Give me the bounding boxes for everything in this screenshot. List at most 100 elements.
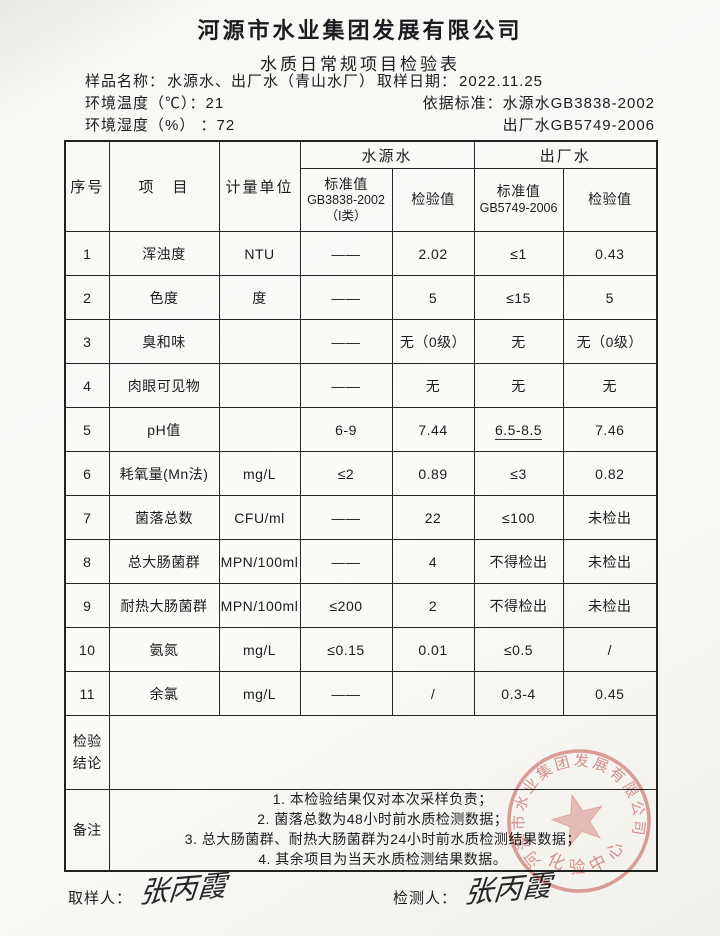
cell-seq: 7 bbox=[64, 495, 110, 540]
cell-factory-checked: 5 bbox=[562, 275, 658, 320]
cell-item: 余氯 bbox=[108, 671, 220, 716]
col-header-source-checked: 检验值 bbox=[391, 168, 475, 232]
table-row: 2 色度 度 —— 5 ≤15 5 bbox=[64, 275, 658, 320]
cell-unit: MPN/100ml bbox=[218, 583, 301, 628]
standard-factory-value: 出厂水GB5749-2006 bbox=[502, 117, 655, 134]
cell-source-standard: —— bbox=[299, 275, 393, 320]
cell-item: 总大肠菌群 bbox=[108, 539, 220, 584]
col-header-factory-standard: 标准值 GB5749-2006 bbox=[473, 168, 564, 232]
cell-source-checked: 22 bbox=[391, 495, 475, 540]
cell-unit bbox=[218, 319, 301, 364]
table-row: 7 菌落总数 CFU/ml —— 22 ≤100 未检出 bbox=[64, 495, 658, 540]
cell-seq: 2 bbox=[64, 275, 110, 320]
sampler-label: 取样人： bbox=[68, 890, 133, 907]
table-row: 8 总大肠菌群 MPN/100ml —— 4 不得检出 未检出 bbox=[64, 539, 658, 584]
cell-factory-standard: 不得检出 bbox=[473, 583, 564, 628]
cell-seq: 4 bbox=[64, 363, 110, 408]
temperature-label: 环境温度（℃）： bbox=[85, 95, 206, 112]
signature-section: 取样人： 张丙霞 检测人： 张丙霞 bbox=[68, 864, 668, 924]
cell-source-checked: 无 bbox=[391, 363, 475, 408]
seal-department-text: 化验中心 bbox=[541, 829, 638, 888]
col-header-seq: 序号 bbox=[64, 140, 110, 232]
temperature-group: 环境温度（℃）：21 bbox=[85, 93, 224, 115]
cell-unit bbox=[218, 363, 301, 408]
results-body: 1 浑浊度 NTU —— 2.02 ≤1 0.43 2 色度 度 —— 5 ≤1… bbox=[64, 231, 658, 716]
cell-source-checked: 5 bbox=[391, 275, 475, 320]
cell-factory-checked: 0.82 bbox=[562, 451, 658, 496]
table-row: 11 余氯 mg/L —— / 0.3-4 0.45 bbox=[64, 671, 658, 716]
seal-ring bbox=[507, 749, 651, 893]
meta-line-temperature: 环境温度（℃）：21 依据标准：水源水GB3838-2002 bbox=[85, 93, 655, 115]
cell-seq: 5 bbox=[64, 407, 110, 452]
sample-name-value: 水源水、出厂水（青山水厂） bbox=[167, 73, 376, 90]
cell-seq: 10 bbox=[64, 627, 110, 672]
standard-group: 依据标准：水源水GB3838-2002 bbox=[423, 93, 655, 115]
company-title: 河源市水业集团发展有限公司 bbox=[197, 18, 523, 43]
cell-item: 色度 bbox=[108, 275, 220, 320]
seal-star-icon bbox=[550, 793, 603, 848]
cell-item: 耐热大肠菌群 bbox=[108, 583, 220, 628]
cell-factory-checked: 7.46 bbox=[562, 407, 658, 452]
table-row: 1 浑浊度 NTU —— 2.02 ≤1 0.43 bbox=[64, 231, 658, 276]
svg-text:化验中心: 化验中心 bbox=[541, 829, 638, 888]
group-header-source-water: 水源水 bbox=[299, 140, 475, 169]
cell-item: 肉眼可见物 bbox=[108, 363, 220, 408]
cell-source-standard: 6-9 bbox=[299, 407, 393, 452]
conclusion-label-line1: 检验 bbox=[72, 732, 102, 749]
standard-label: 依据标准： bbox=[422, 95, 503, 112]
cell-seq: 3 bbox=[64, 319, 110, 364]
cell-source-standard: —— bbox=[299, 231, 393, 276]
cell-factory-standard: 无 bbox=[473, 363, 564, 408]
cell-factory-checked: / bbox=[562, 627, 658, 672]
cell-source-standard: —— bbox=[299, 495, 393, 540]
col-header-item: 项 目 bbox=[108, 140, 220, 232]
humidity-label: 环境湿度（%） ： bbox=[85, 117, 217, 134]
cell-unit: mg/L bbox=[218, 627, 301, 672]
cell-factory-standard: ≤100 bbox=[473, 495, 564, 540]
cell-unit: mg/L bbox=[218, 671, 301, 716]
cell-factory-standard: ≤3 bbox=[473, 451, 564, 496]
cell-unit bbox=[218, 407, 301, 452]
remark-line: 3. 总大肠菌群、耐热大肠菌群为24小时前水质检测结果数据； bbox=[184, 830, 581, 847]
factory-standard-code: GB5749-2006 bbox=[479, 200, 558, 215]
tester-label: 检测人： bbox=[393, 890, 458, 907]
cell-item: pH值 bbox=[108, 407, 220, 452]
meta-line-humidity: 环境湿度（%） ：72 出厂水GB5749-2006 bbox=[85, 115, 655, 137]
cell-source-checked: 4 bbox=[391, 539, 475, 584]
remarks-label: 备注 bbox=[64, 789, 110, 871]
remarks-row: 备注 1. 本检验结果仅对本次采样负责； 2. 菌落总数为48小时前水质检测数据… bbox=[64, 789, 658, 871]
sampler-group: 取样人： 张丙霞 bbox=[68, 868, 228, 912]
factory-standard-label: 标准值 bbox=[496, 183, 541, 200]
source-standard-code: GB3838-2002 bbox=[307, 193, 385, 208]
cell-source-checked: 0.01 bbox=[391, 627, 475, 672]
conclusion-label: 检验 结论 bbox=[64, 715, 110, 790]
table-row: 6 耗氧量(Mn法) mg/L ≤2 0.89 ≤3 0.82 bbox=[64, 451, 658, 496]
conclusion-label-line2: 结论 bbox=[72, 754, 102, 771]
meta-section: 样品名称： 水源水、出厂水（青山水厂） 取样日期： 2022.11.25 环境温度（℃… bbox=[85, 71, 655, 137]
cell-source-checked: 无（0级） bbox=[391, 319, 475, 364]
remark-line: 1. 本检验结果仅对本次采样负责； bbox=[272, 791, 493, 807]
cell-factory-standard: 不得检出 bbox=[473, 539, 564, 584]
cell-source-standard: ≤200 bbox=[299, 583, 393, 628]
cell-seq: 6 bbox=[64, 451, 110, 496]
standard-source-value: 水源水GB3838-2002 bbox=[502, 95, 655, 112]
cell-factory-standard: 无 bbox=[473, 319, 564, 364]
col-header-unit: 计量单位 bbox=[218, 140, 301, 232]
cell-source-checked: / bbox=[391, 671, 475, 716]
cell-factory-standard: 0.3-4 bbox=[473, 671, 564, 716]
sample-name-label: 样品名称： bbox=[85, 73, 166, 90]
company-seal: 河源市水业集团发展有限公司 化验中心 bbox=[495, 738, 654, 893]
cell-seq: 1 bbox=[64, 231, 110, 276]
cell-item: 浑浊度 bbox=[108, 231, 220, 276]
cell-source-standard: —— bbox=[299, 319, 393, 364]
cell-factory-checked: 未检出 bbox=[562, 583, 658, 628]
sampling-date-value: 2022.11.25 bbox=[459, 73, 544, 90]
table-row: 3 臭和味 —— 无（0级） 无 无（0级） bbox=[64, 319, 658, 364]
cell-source-standard: —— bbox=[299, 363, 393, 408]
sampler-signature: 张丙霞 bbox=[138, 867, 228, 910]
cell-source-checked: 2 bbox=[391, 583, 475, 628]
source-standard-label: 标准值 bbox=[324, 175, 368, 192]
remarks-content: 1. 本检验结果仅对本次采样负责； 2. 菌落总数为48小时前水质检测数据； 3… bbox=[108, 789, 658, 871]
cell-seq: 11 bbox=[64, 671, 110, 716]
